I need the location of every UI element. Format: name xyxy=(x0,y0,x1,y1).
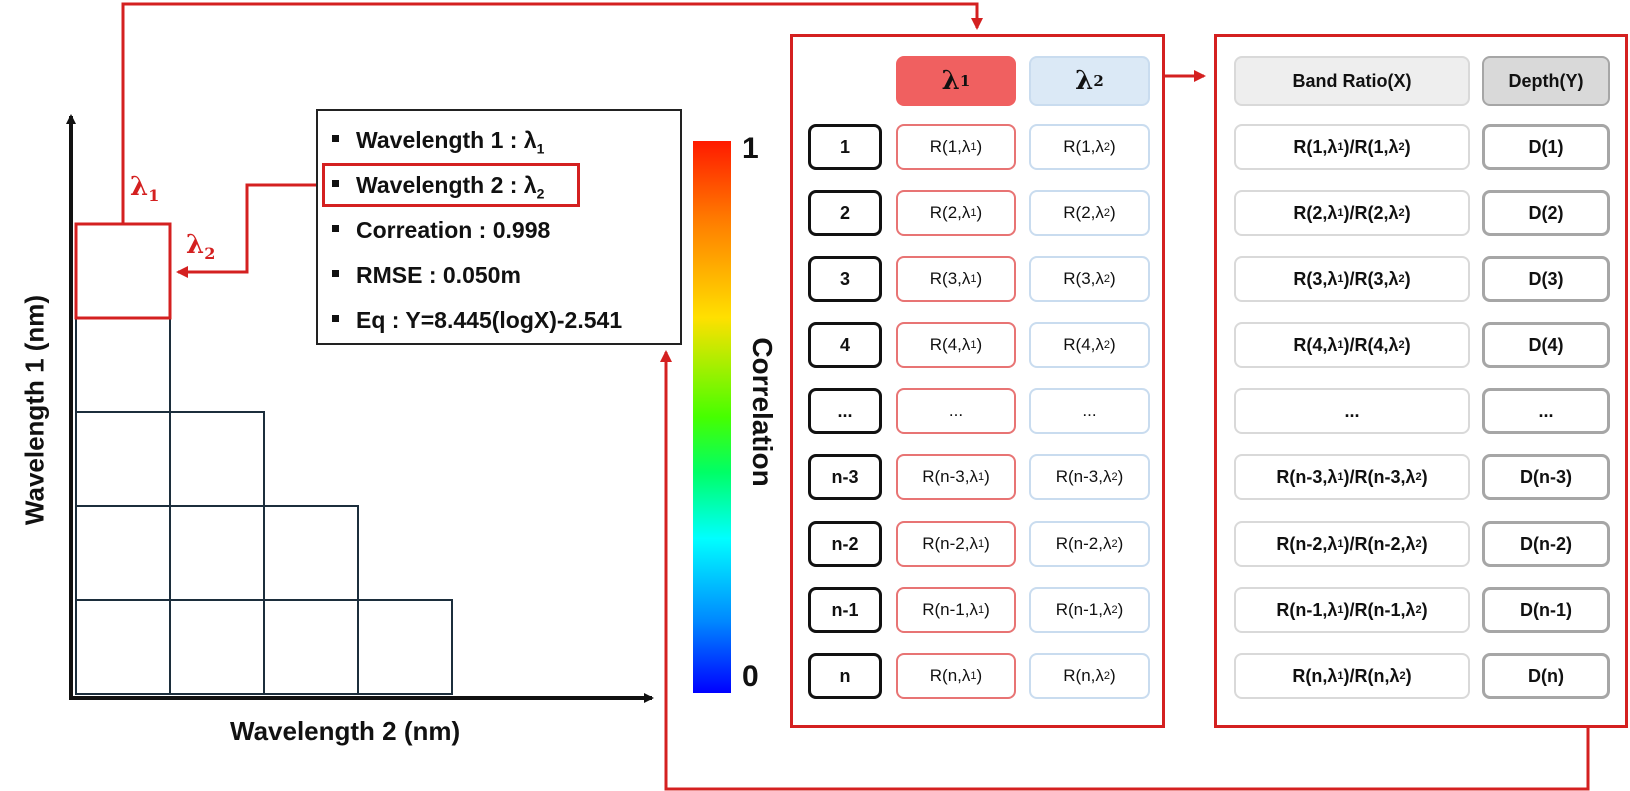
colorbar-min-label: 0 xyxy=(742,660,759,693)
reflectance-lambda1-cell: R(n-2,λ 1) xyxy=(896,521,1016,567)
legend-item-wavelength1: Wavelength 1 : λ1 xyxy=(332,127,544,157)
connector-table2-to-legend xyxy=(660,350,1590,791)
depth-cell: D(3) xyxy=(1482,256,1610,302)
band-ratio-cell: R(2,λ 1)/R(2,λ 2) xyxy=(1234,190,1470,236)
correlation-colorbar xyxy=(693,141,731,693)
triangular-grid xyxy=(75,317,453,695)
reflectance-lambda1-cell: R(n,λ 1) xyxy=(896,653,1016,699)
row-index: 1 xyxy=(808,124,882,170)
depth-cell: D(4) xyxy=(1482,322,1610,368)
band-ratio-cell: R(n-3,λ 1)/R(n-3,λ 2) xyxy=(1234,454,1470,500)
band-ratio-cell: R(1,λ 1)/R(1,λ 2) xyxy=(1234,124,1470,170)
row-index: ... xyxy=(808,388,882,434)
band-ratio-cell: R(3,λ 1)/R(3,λ 2) xyxy=(1234,256,1470,302)
colorbar-title: Correlation xyxy=(747,337,778,487)
depth-cell: D(n-2) xyxy=(1482,521,1610,567)
reflectance-lambda1-cell: R(n-3,λ 1) xyxy=(896,454,1016,500)
reflectance-lambda2-cell: R(1,λ 2) xyxy=(1029,124,1150,170)
reflectance-lambda2-cell: R(n,λ 2) xyxy=(1029,653,1150,699)
results-legend: Wavelength 1 : λ1 Wavelength 2 : λ2 Corr… xyxy=(316,109,682,345)
header-depth: Depth(Y) xyxy=(1482,56,1610,106)
connector-legend-to-lambda2 xyxy=(176,183,322,278)
row-index: 3 xyxy=(808,256,882,302)
row-index: 2 xyxy=(808,190,882,236)
x-axis-label: Wavelength 2 (nm) xyxy=(230,716,461,746)
row-index: n-3 xyxy=(808,454,882,500)
selected-cell xyxy=(74,222,172,320)
reflectance-lambda1-cell: R(2,λ 1) xyxy=(896,190,1016,236)
band-ratio-cell: R(n,λ 1)/R(n,λ 2) xyxy=(1234,653,1470,699)
legend-item-correlation: Correation : 0.998 xyxy=(332,217,550,244)
legend-item-wavelength2: Wavelength 2 : λ2 xyxy=(332,172,544,202)
legend-highlight xyxy=(322,163,580,207)
lambda1-label: λ1 xyxy=(130,172,160,206)
y-axis-label: Wavelength 1 (nm) xyxy=(19,294,50,526)
reflectance-lambda1-cell: R(n-1,λ 1) xyxy=(896,587,1016,633)
row-index: n-2 xyxy=(808,521,882,567)
reflectance-lambda1-cell: R(4,λ 1) xyxy=(896,322,1016,368)
colorbar-max-label: 1 xyxy=(742,132,759,165)
reflectance-lambda2-cell: R(3,λ 2) xyxy=(1029,256,1150,302)
reflectance-lambda2-cell: R(n-1,λ 2) xyxy=(1029,587,1150,633)
depth-cell: D(n) xyxy=(1482,653,1610,699)
reflectance-lambda1-cell: R(1,λ 1) xyxy=(896,124,1016,170)
connector-lambda1-to-table xyxy=(121,2,983,224)
band-ratio-cell: R(n-1,λ 1)/R(n-1,λ 2) xyxy=(1234,587,1470,633)
reflectance-lambda1-cell: R(3,λ 1) xyxy=(896,256,1016,302)
reflectance-lambda2-cell: ... xyxy=(1029,388,1150,434)
depth-cell: D(2) xyxy=(1482,190,1610,236)
legend-item-equation: Eq : Y=8.445(logX)-2.541 xyxy=(332,307,622,334)
row-index: n xyxy=(808,653,882,699)
reflectance-lambda2-cell: R(n-2,λ 2) xyxy=(1029,521,1150,567)
reflectance-lambda2-cell: R(2,λ 2) xyxy=(1029,190,1150,236)
header-band-ratio: Band Ratio(X) xyxy=(1234,56,1470,106)
band-ratio-cell: R(4,λ 1)/R(4,λ 2) xyxy=(1234,322,1470,368)
depth-cell: D(1) xyxy=(1482,124,1610,170)
row-index: 4 xyxy=(808,322,882,368)
reflectance-lambda2-cell: R(4,λ 2) xyxy=(1029,322,1150,368)
depth-cell: D(n-1) xyxy=(1482,587,1610,633)
depth-cell: ... xyxy=(1482,388,1610,434)
reflectance-lambda1-cell: ... xyxy=(896,388,1016,434)
reflectance-lambda2-cell: R(n-3,λ 2) xyxy=(1029,454,1150,500)
band-ratio-cell: R(n-2,λ 1)/R(n-2,λ 2) xyxy=(1234,521,1470,567)
depth-cell: D(n-3) xyxy=(1482,454,1610,500)
row-index: n-1 xyxy=(808,587,882,633)
lambda2-label: λ2 xyxy=(186,230,216,264)
legend-item-rmse: RMSE : 0.050m xyxy=(332,262,521,289)
band-ratio-cell: ... xyxy=(1234,388,1470,434)
